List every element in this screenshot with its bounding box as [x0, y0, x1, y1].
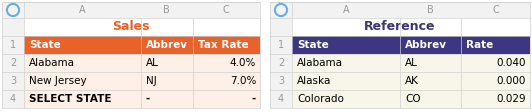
Text: Abbrev: Abbrev	[405, 40, 447, 50]
Text: Alabama: Alabama	[297, 58, 343, 68]
Bar	[24, 2, 141, 18]
Text: NJ: NJ	[146, 76, 156, 86]
Bar	[141, 2, 193, 18]
Bar	[292, 90, 530, 108]
Bar	[2, 36, 24, 54]
Text: 2: 2	[278, 58, 284, 68]
Bar	[292, 72, 530, 90]
Text: Reference: Reference	[364, 20, 436, 33]
Text: 3: 3	[10, 76, 16, 86]
Text: New Jersey: New Jersey	[29, 76, 87, 86]
Text: 3: 3	[278, 76, 284, 86]
Text: B: B	[163, 5, 170, 15]
Bar	[461, 2, 530, 18]
Text: 0.000: 0.000	[497, 76, 526, 86]
Text: Sales: Sales	[112, 20, 149, 33]
Text: C: C	[492, 5, 499, 15]
Text: 2: 2	[10, 58, 16, 68]
Bar	[270, 36, 292, 54]
Text: 0.040: 0.040	[496, 58, 526, 68]
Bar	[292, 36, 530, 54]
Text: 4.0%: 4.0%	[230, 58, 256, 68]
Text: State: State	[29, 40, 61, 50]
Text: 4: 4	[278, 94, 284, 104]
Bar	[24, 36, 260, 54]
Bar	[193, 2, 260, 18]
Bar	[2, 54, 24, 72]
Bar	[292, 2, 400, 18]
Text: SELECT STATE: SELECT STATE	[29, 94, 112, 104]
Text: 0.029: 0.029	[496, 94, 526, 104]
Text: -: -	[252, 94, 256, 104]
Text: AL: AL	[405, 58, 418, 68]
Text: B: B	[427, 5, 434, 15]
Bar	[270, 72, 292, 90]
Text: Abbrev: Abbrev	[146, 40, 188, 50]
Bar	[270, 18, 530, 36]
Bar	[2, 72, 24, 90]
Bar	[270, 90, 292, 108]
Text: State: State	[297, 40, 329, 50]
Bar	[270, 18, 292, 36]
Text: 1: 1	[278, 40, 284, 50]
Text: A: A	[343, 5, 350, 15]
Text: CO: CO	[405, 94, 421, 104]
Text: -: -	[146, 94, 150, 104]
Bar	[2, 18, 24, 36]
Text: 4: 4	[10, 94, 16, 104]
Text: Tax Rate: Tax Rate	[198, 40, 248, 50]
Text: A: A	[79, 5, 86, 15]
Bar	[2, 2, 24, 18]
Bar	[292, 54, 530, 72]
Text: 7.0%: 7.0%	[230, 76, 256, 86]
Text: 1: 1	[10, 40, 16, 50]
Text: C: C	[223, 5, 230, 15]
Bar	[400, 2, 461, 18]
Bar	[24, 72, 260, 90]
Text: Rate: Rate	[466, 40, 493, 50]
Text: AL: AL	[146, 58, 159, 68]
Bar	[2, 90, 24, 108]
Bar	[2, 18, 260, 36]
Bar	[24, 90, 260, 108]
Text: Alaska: Alaska	[297, 76, 331, 86]
Bar	[270, 54, 292, 72]
Text: Colorado: Colorado	[297, 94, 344, 104]
Bar	[24, 54, 260, 72]
Bar	[270, 2, 292, 18]
Text: AK: AK	[405, 76, 419, 86]
Text: Alabama: Alabama	[29, 58, 75, 68]
